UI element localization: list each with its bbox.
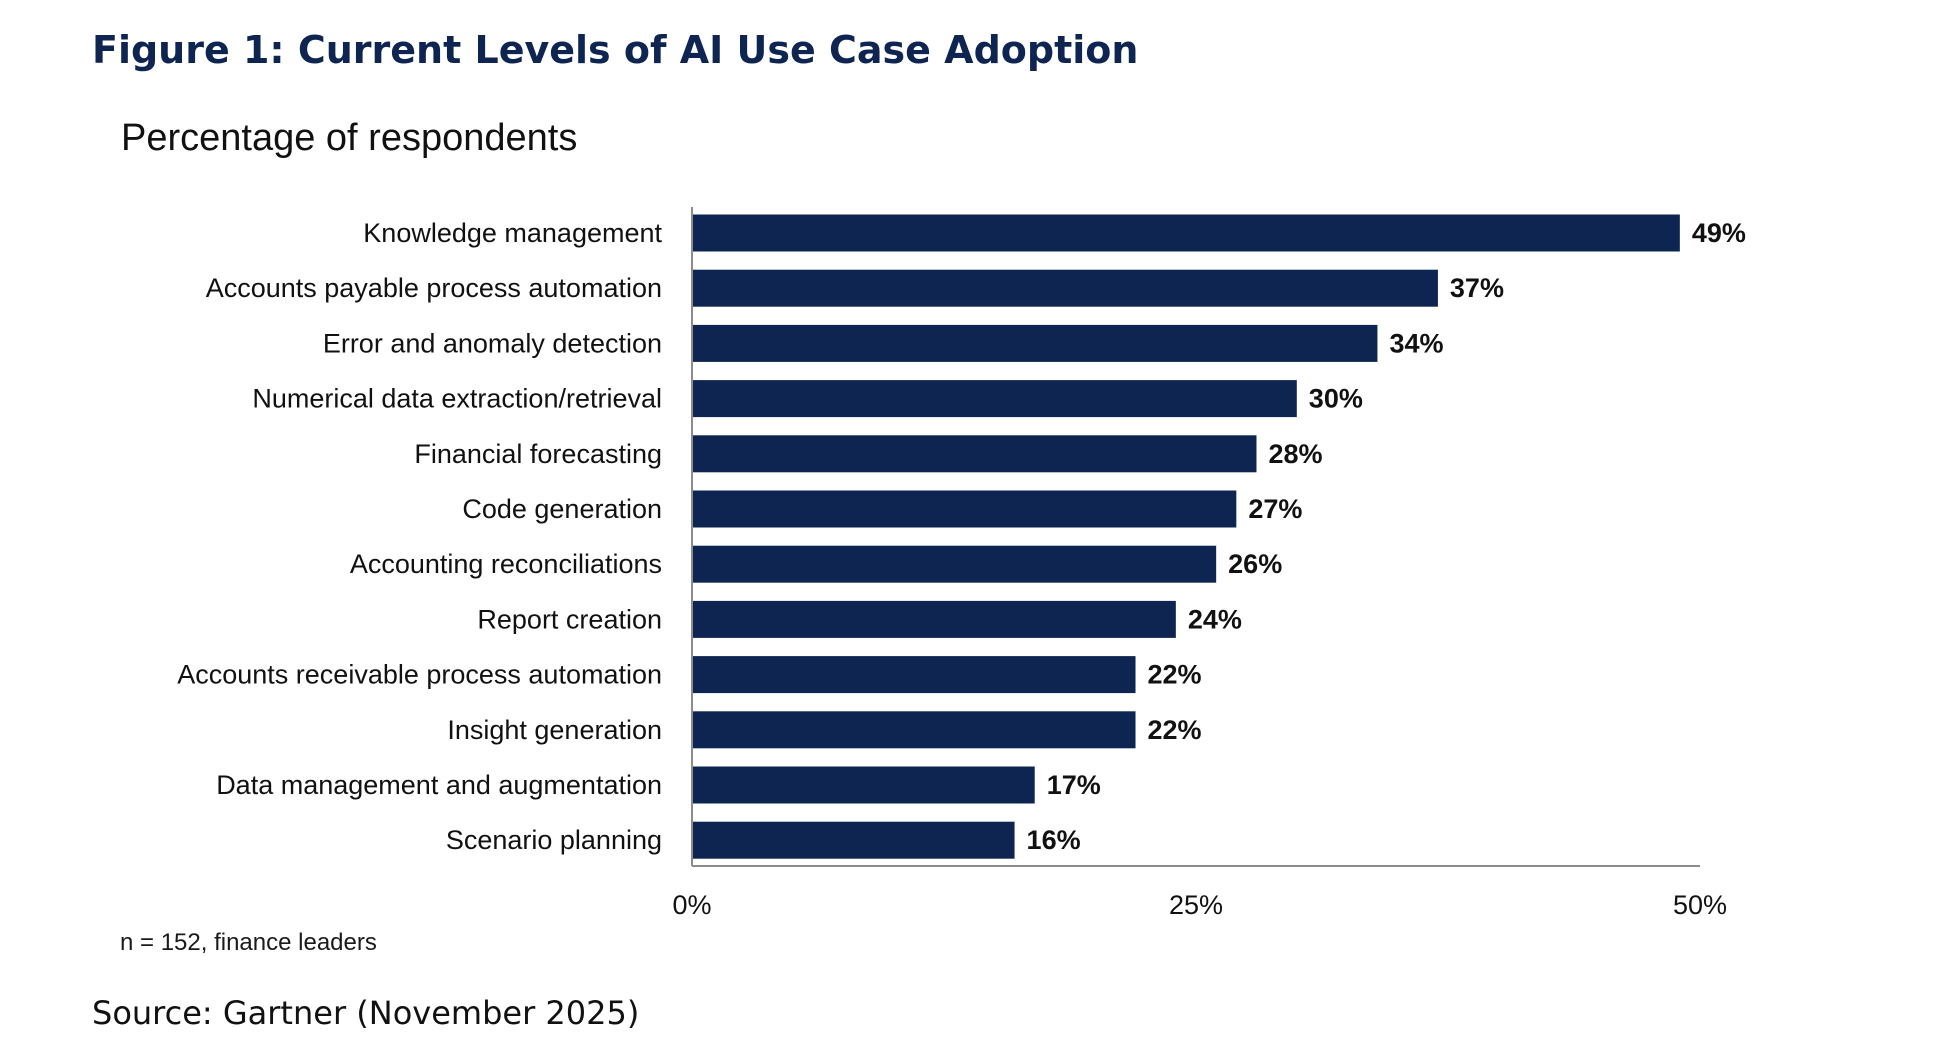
bar-value-label: 17% bbox=[1047, 770, 1101, 800]
category-label: Code generation bbox=[462, 494, 662, 524]
category-label: Accounts payable process automation bbox=[206, 273, 662, 303]
bar bbox=[692, 435, 1257, 473]
category-label: Scenario planning bbox=[446, 825, 662, 855]
x-tick-labels: 0% 25% 50% bbox=[672, 890, 1727, 920]
category-label: Numerical data extraction/retrieval bbox=[252, 384, 662, 414]
category-label: Accounting reconciliations bbox=[350, 549, 662, 579]
bar bbox=[692, 269, 1438, 307]
category-label: Knowledge management bbox=[363, 218, 662, 248]
figure-title: Figure 1: Current Levels of AI Use Case … bbox=[92, 28, 1139, 72]
bar bbox=[692, 214, 1680, 252]
bar-value-label: 37% bbox=[1450, 273, 1504, 303]
bar bbox=[692, 324, 1378, 362]
category-label: Financial forecasting bbox=[414, 439, 662, 469]
category-label: Error and anomaly detection bbox=[323, 328, 662, 358]
bar-value-label: 34% bbox=[1389, 328, 1443, 358]
bar-value-label: 26% bbox=[1228, 549, 1282, 579]
bar bbox=[692, 490, 1237, 528]
category-label: Data management and augmentation bbox=[216, 770, 662, 800]
bar bbox=[692, 821, 1015, 859]
bars bbox=[692, 214, 1680, 859]
bar bbox=[692, 600, 1176, 638]
category-label: Report creation bbox=[477, 604, 662, 634]
value-labels: 49% 37%34% 30% 28% 27% 26% 24% 22% 22% 17% 16% bbox=[1027, 218, 1746, 855]
category-label: Accounts receivable process automation bbox=[177, 660, 662, 690]
bar bbox=[692, 545, 1217, 583]
bar-value-label: 49% bbox=[1692, 218, 1746, 248]
chart-subtitle: Percentage of respondents bbox=[121, 117, 577, 159]
bar bbox=[692, 656, 1136, 694]
category-labels: Knowledge management Accounts payable pro… bbox=[177, 218, 662, 855]
bar-value-label: 22% bbox=[1148, 715, 1202, 745]
bar-value-label: 24% bbox=[1188, 604, 1242, 634]
bar-value-label: 22% bbox=[1148, 660, 1202, 690]
bar bbox=[692, 380, 1297, 418]
bar-value-label: 16% bbox=[1027, 825, 1081, 855]
bar-value-label: 28% bbox=[1268, 439, 1322, 469]
source-note: Source: Gartner (November 2025) bbox=[92, 994, 640, 1032]
bar bbox=[692, 766, 1035, 804]
bar-value-label: 30% bbox=[1309, 384, 1363, 414]
sample-size-note: n = 152, finance leaders bbox=[120, 929, 377, 956]
x-tick-label: 0% bbox=[672, 890, 711, 920]
x-tick-label: 25% bbox=[1169, 890, 1223, 920]
bar bbox=[692, 711, 1136, 749]
category-label: Insight generation bbox=[447, 715, 662, 745]
bar-value-label: 27% bbox=[1248, 494, 1302, 524]
x-tick-label: 50% bbox=[1673, 890, 1727, 920]
